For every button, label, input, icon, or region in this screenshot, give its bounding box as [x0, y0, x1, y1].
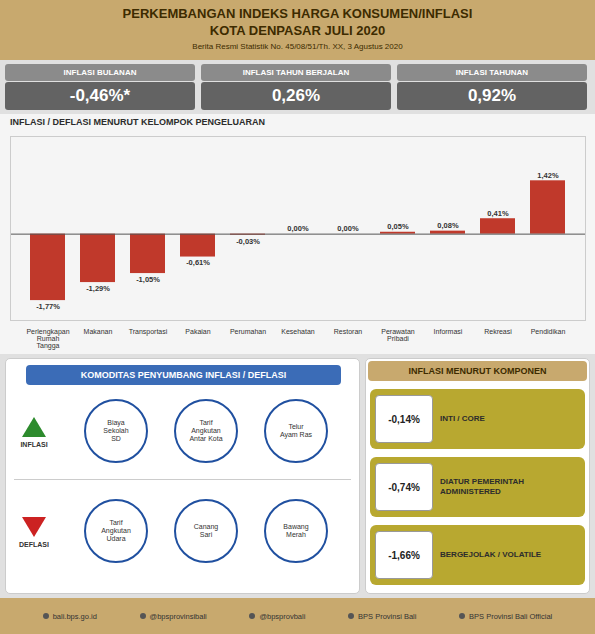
html-text:0,26%: 0,26% — [271, 86, 321, 105]
html-text:INTI / CORE: INTI / CORE — [440, 413, 485, 423]
html-text:-0,46%*: -0,46%* — [69, 86, 131, 105]
html-text:Biaya Sekolah SD: Biaya Sekolah SD — [103, 418, 129, 442]
svg-text:Informasi: Informasi — [434, 328, 463, 335]
svg-text:-1,29%: -1,29% — [86, 284, 110, 293]
svg-text:1,42%: 1,42% — [537, 171, 559, 180]
html-text:BPS Provinsi Bali: BPS Provinsi Bali — [358, 611, 417, 621]
html-text:KOTA DENPASAR JULI 2020: KOTA DENPASAR JULI 2020 — [209, 23, 386, 38]
html-text:INFLASI: INFLASI — [20, 441, 48, 448]
html-text:Tarif Angkutan Udara: Tarif Angkutan Udara — [101, 518, 131, 542]
html-text:INFLASI TAHUN BERJALAN: INFLASI TAHUN BERJALAN — [242, 68, 350, 77]
html-text:Bawang Merah: Bawang Merah — [283, 523, 309, 538]
html-text:Telur Ayam Ras: Telur Ayam Ras — [279, 423, 313, 438]
html-text:INFLASI BULANAN: INFLASI BULANAN — [63, 68, 137, 77]
svg-text:-1,77%: -1,77% — [36, 302, 60, 311]
svg-text:Makanan: Makanan — [84, 328, 113, 335]
svg-text:Rekreasi: Rekreasi — [484, 328, 512, 335]
html-text:0,92%: 0,92% — [467, 86, 517, 105]
svg-text:Perumahan: Perumahan — [230, 328, 266, 335]
html-text:KOMODITAS PENYUMBANG INFLASI /: KOMODITAS PENYUMBANG INFLASI / DEFLASI — [80, 370, 287, 380]
html-text:@bpsprovinsibali: @bpsprovinsibali — [149, 611, 207, 621]
svg-text:Restoran: Restoran — [334, 328, 363, 335]
html-text:Tarif Angkutan Antar Kota: Tarif Angkutan Antar Kota — [189, 418, 223, 442]
svg-text:0,41%: 0,41% — [487, 209, 509, 218]
svg-text:Pendidikan: Pendidikan — [531, 328, 566, 335]
html-text:-0,74%: -0,74% — [388, 481, 420, 493]
html-text:BPS Provinsi Bali Official: BPS Provinsi Bali Official — [469, 611, 553, 621]
svg-text:-0,61%: -0,61% — [186, 258, 210, 267]
svg-text:0,08%: 0,08% — [437, 221, 459, 230]
html-text:@bpsprovbali: @bpsprovbali — [259, 611, 306, 621]
svg-text:Pakaian: Pakaian — [185, 328, 210, 335]
html-text:DIATUR PEMERINTAH ADMINISTERED: DIATUR PEMERINTAH ADMINISTERED — [440, 476, 525, 496]
svg-text:PerlengkapanRumahTangga: PerlengkapanRumahTangga — [26, 328, 69, 350]
html-text:Berita Resmi Statistik No. 45/: Berita Resmi Statistik No. 45/08/51/Th. … — [192, 42, 403, 51]
html-text:DEFLASI: DEFLASI — [19, 541, 49, 548]
html-text:INFLASI MENURUT KOMPONEN: INFLASI MENURUT KOMPONEN — [408, 366, 547, 376]
svg-text:0,05%: 0,05% — [387, 222, 409, 231]
svg-text:-1,05%: -1,05% — [136, 275, 160, 284]
html-text:INFLASI TAHUNAN: INFLASI TAHUNAN — [455, 68, 529, 77]
html-text:BERGEJOLAK / VOLATILE: BERGEJOLAK / VOLATILE — [440, 549, 542, 559]
svg-text:0,00%: 0,00% — [337, 224, 359, 233]
svg-text:Transportasi: Transportasi — [129, 328, 168, 336]
svg-text:-0,03%: -0,03% — [236, 237, 260, 246]
svg-text:PerawatanPribadi: PerawatanPribadi — [381, 328, 415, 342]
html-text:Canang Sari: Canang Sari — [193, 523, 219, 538]
html-text:INFLASI / DEFLASI MENURUT KELO: INFLASI / DEFLASI MENURUT KELOMPOK PENGE… — [10, 117, 265, 127]
html-text:PERKEMBANGAN INDEKS HARGA KONS: PERKEMBANGAN INDEKS HARGA KONSUMEN/INFLA… — [122, 6, 473, 21]
html-text:-1,66%: -1,66% — [388, 549, 420, 561]
svg-text:Kesehatan: Kesehatan — [281, 328, 315, 335]
html-text:bali.bps.go.id: bali.bps.go.id — [52, 611, 97, 621]
html-text:-0,14%: -0,14% — [388, 413, 420, 425]
svg-text:0,00%: 0,00% — [287, 224, 309, 233]
